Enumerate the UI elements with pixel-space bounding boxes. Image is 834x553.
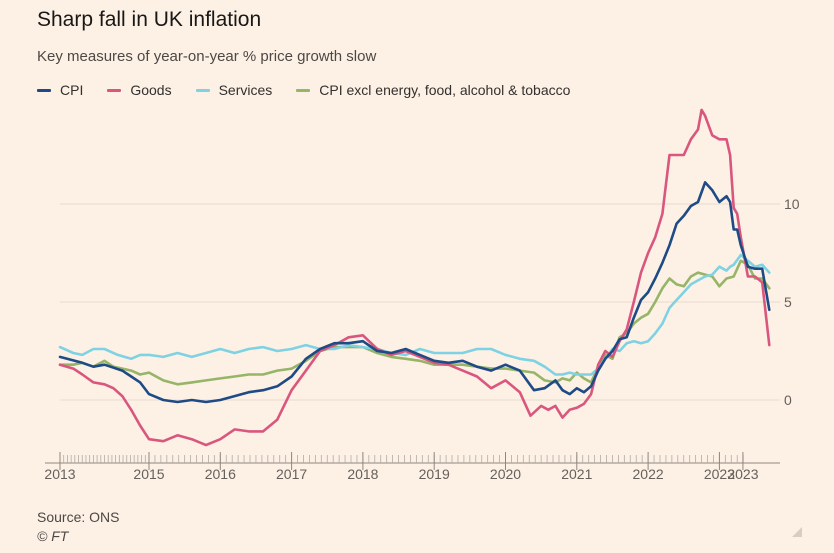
legend-swatch xyxy=(107,88,122,92)
legend-item: CPI xyxy=(37,82,83,98)
chart-title: Sharp fall in UK inflation xyxy=(37,8,262,31)
legend-item: CPI excl energy, food, alcohol & tobacco xyxy=(296,82,570,98)
legend-swatch xyxy=(37,88,51,92)
series-line-services xyxy=(58,253,771,376)
legend-label: Services xyxy=(218,82,273,98)
x-tick-label: 2021 xyxy=(561,466,592,482)
legend-label: CPI xyxy=(60,82,84,98)
x-tick-label: 2016 xyxy=(205,466,236,482)
legend-item: Goods xyxy=(107,82,172,98)
legend-item: Services xyxy=(195,82,273,98)
y-tick-label: 0 xyxy=(784,392,792,408)
legend: CPI Goods Services CPI excl energy, food, a… xyxy=(37,82,594,98)
x-tick-label: 2017 xyxy=(276,466,307,482)
x-tick-label: 2019 xyxy=(419,466,450,482)
y-tick-label: 10 xyxy=(784,196,800,212)
legend-label: Goods xyxy=(130,82,172,98)
resize-corner-icon xyxy=(792,527,802,537)
x-tick-label: 2023 xyxy=(727,466,758,482)
source-note: Source: ONS xyxy=(37,509,120,525)
series-line-cpi xyxy=(58,181,771,404)
copyright-note: © FT xyxy=(37,528,69,544)
footer: Source: ONS © FT xyxy=(37,508,119,546)
legend-swatch xyxy=(195,88,210,92)
x-tick-label: 2020 xyxy=(490,466,521,482)
x-tick-label: 2023 xyxy=(704,466,735,482)
x-tick-label: 2018 xyxy=(347,466,378,482)
x-tick-label: 2015 xyxy=(133,466,164,482)
legend-label: CPI excl energy, food, alcohol & tobacco xyxy=(319,82,571,98)
x-tick-label: 2013 xyxy=(44,466,75,482)
y-tick-label: 5 xyxy=(784,294,792,310)
x-tick-label: 2022 xyxy=(633,466,664,482)
series-line-goods xyxy=(58,108,771,447)
series-line-cpi-excl-energy-food-alcohol-tobacco xyxy=(58,259,771,386)
legend-swatch xyxy=(296,88,311,92)
chart-subtitle: Key measures of year-on-year % price gro… xyxy=(37,48,377,65)
